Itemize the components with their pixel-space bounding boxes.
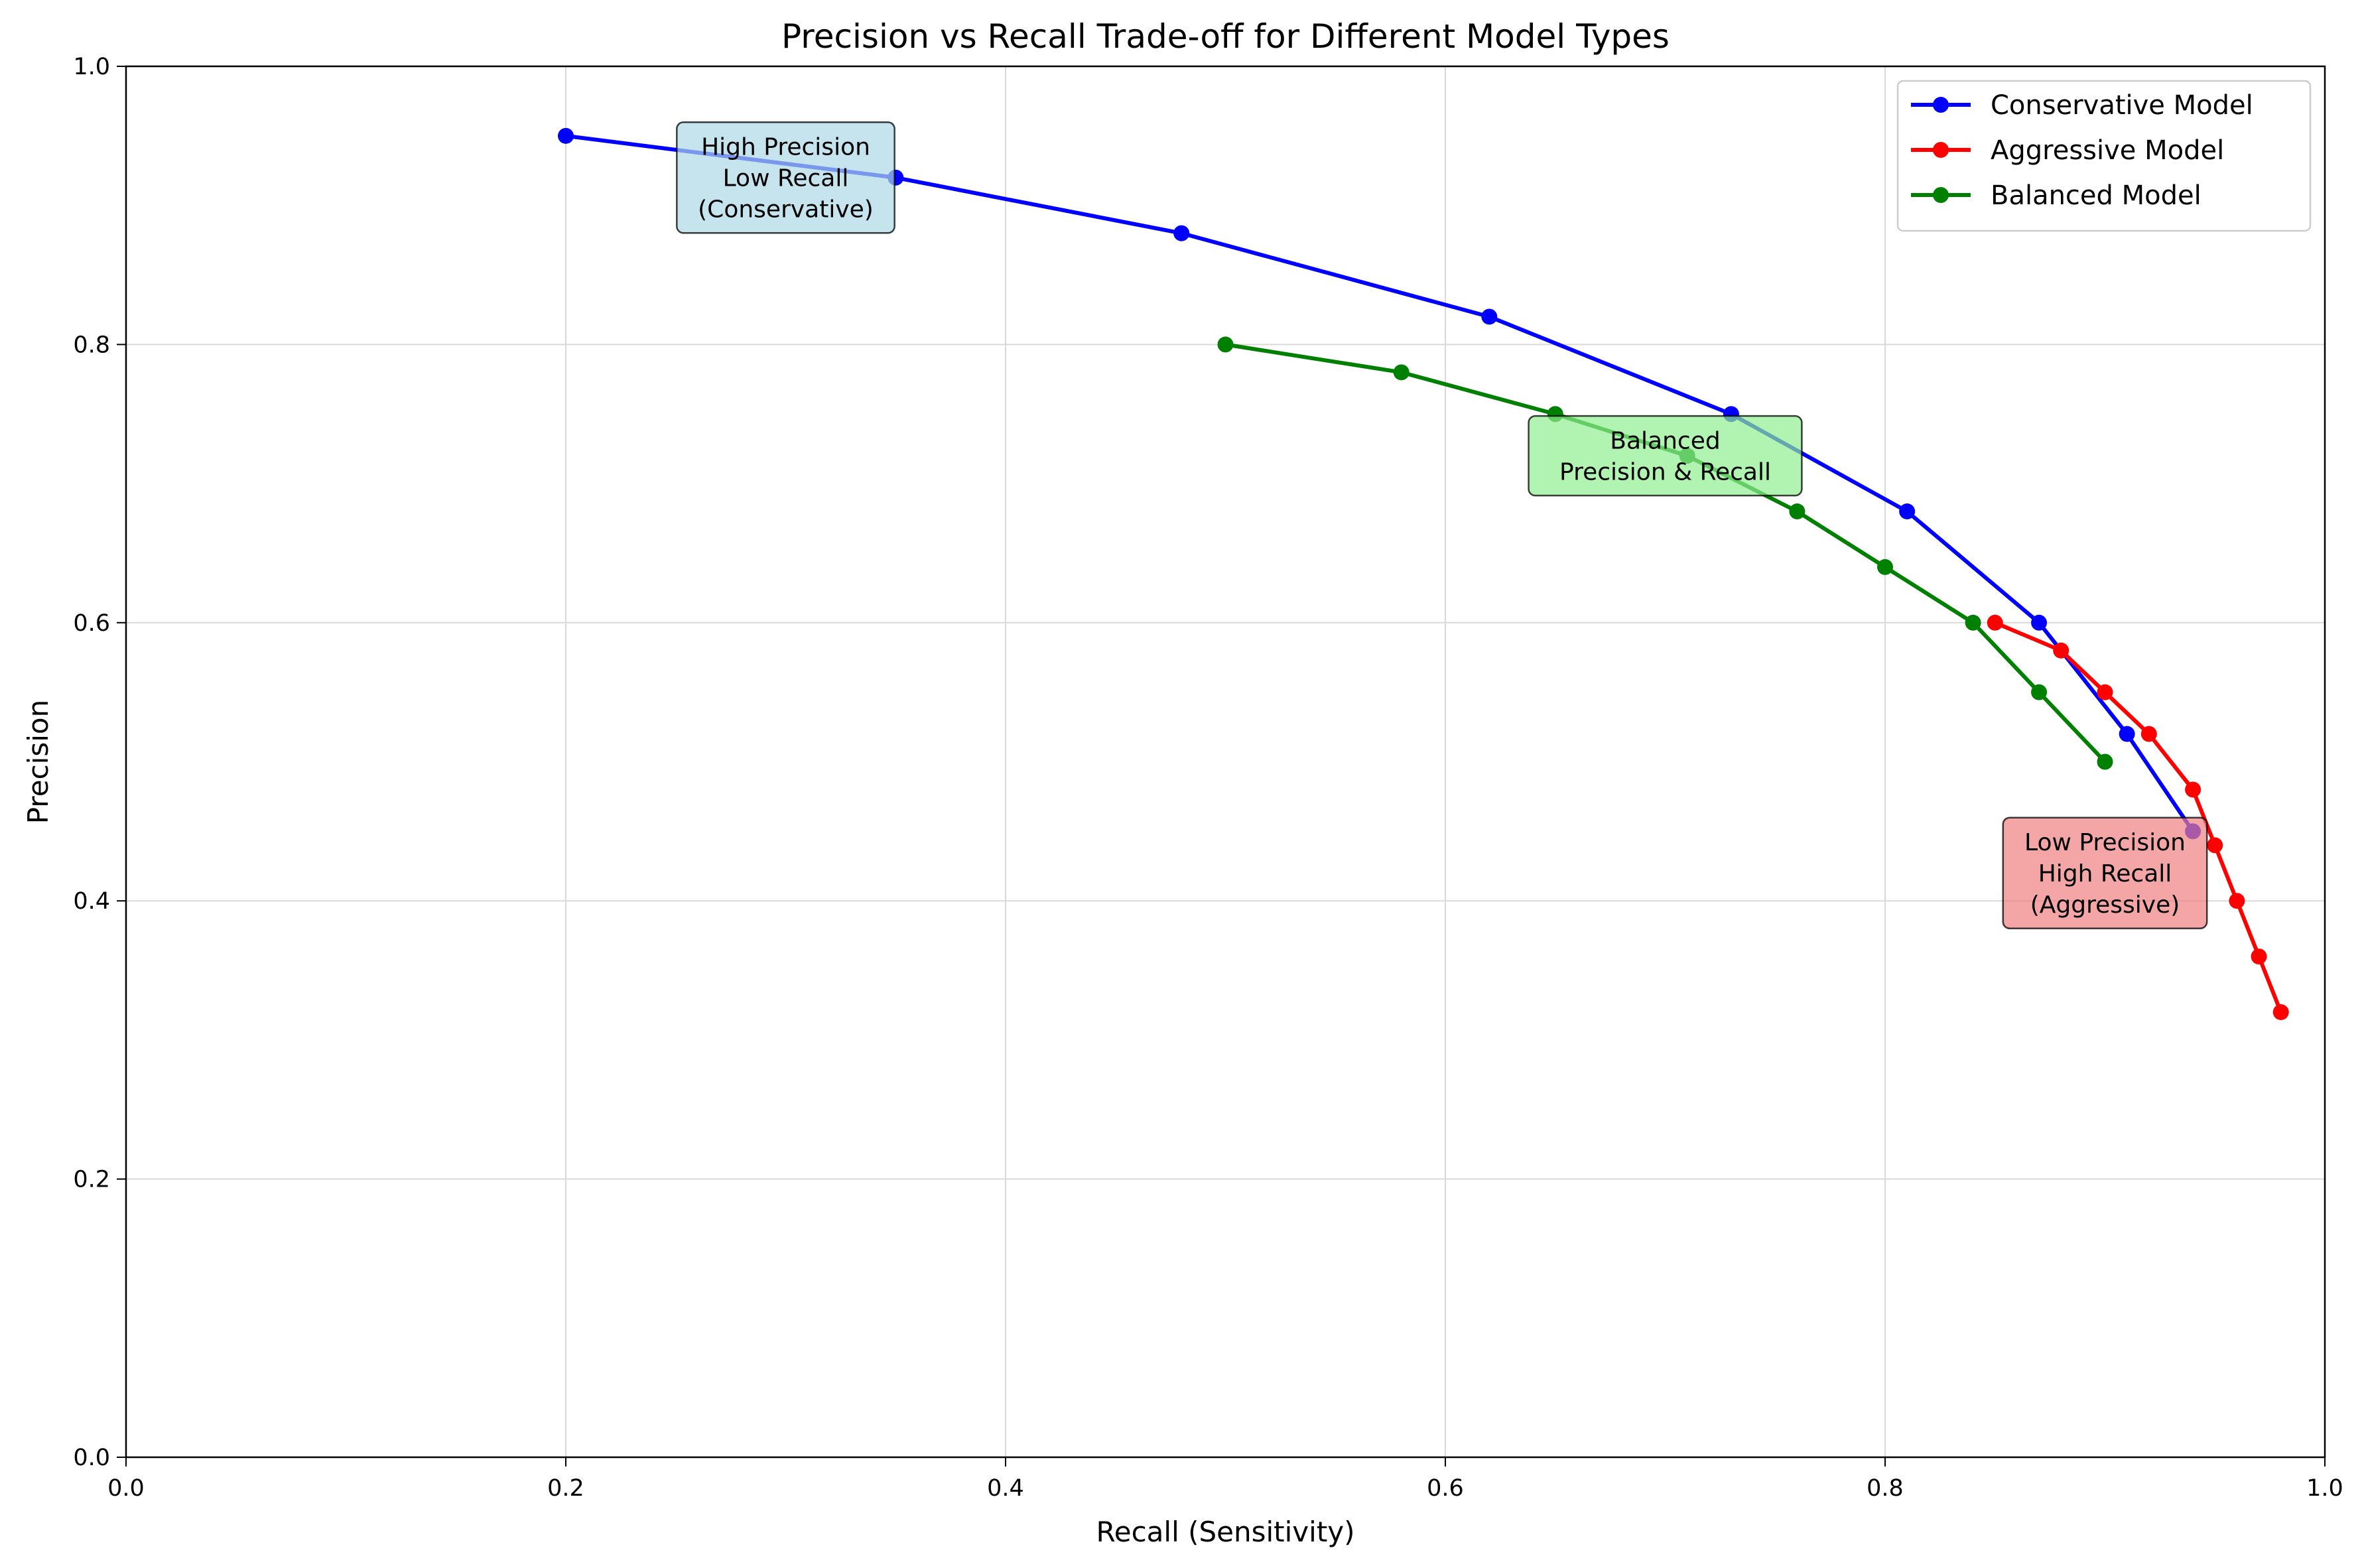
data-point (2031, 684, 2048, 700)
y-tick-label: 1.0 (73, 54, 110, 80)
y-tick-label: 0.8 (73, 332, 110, 358)
x-tick-label: 0.4 (987, 1475, 1024, 1502)
legend-marker (1933, 142, 1949, 158)
data-point (2031, 614, 2048, 631)
data-point (558, 127, 574, 144)
data-point (2097, 684, 2113, 700)
data-point (1877, 558, 1893, 575)
data-point (2053, 642, 2069, 659)
annotation-background (676, 121, 895, 234)
x-tick-label: 0.8 (1867, 1475, 1904, 1502)
x-tick-label: 0.0 (107, 1475, 145, 1502)
data-point (2185, 781, 2201, 798)
data-point (2207, 837, 2223, 854)
x-axis-label: Recall (Sensitivity) (1096, 1516, 1354, 1548)
annotation-text: (Aggressive) (2030, 891, 2180, 919)
y-axis-label: Precision (22, 700, 54, 824)
legend-label: Balanced Model (1991, 180, 2201, 211)
legend-entry: Aggressive Model (1911, 135, 2224, 166)
annotation-layer: High Precision Low Recall (Conservative) Ba… (676, 121, 2208, 930)
axis-ticks: 0.0 0.2 0.4 0.6 0.8 1.0 0.0 0.2 0.4 0.6 0.8 1.0 (73, 54, 2343, 1502)
data-point (1789, 503, 1806, 520)
legend-entry: Balanced Model (1911, 180, 2201, 211)
y-tick-label: 0.0 (73, 1445, 110, 1471)
y-tick-label: 0.4 (73, 888, 110, 915)
annotation-box: Balanced Precision & Recall (1528, 415, 1803, 497)
legend-entry: Conservative Model (1911, 90, 2253, 121)
plot-area-frame (125, 65, 2326, 1459)
data-point (2251, 948, 2267, 965)
annotation-box: High Precision Low Recall (Conservative) (676, 121, 895, 234)
legend-marker (1933, 97, 1949, 113)
legend-marker (1933, 187, 1949, 203)
series-balanced-model (1217, 336, 2113, 770)
legend-label: Conservative Model (1991, 90, 2253, 121)
series-aggressive-model (1987, 614, 2289, 1020)
data-point (1965, 614, 1981, 631)
annotation-text: Low Recall (723, 165, 849, 192)
y-tick-label: 0.6 (73, 610, 110, 637)
annotation-text: Precision & Recall (1559, 459, 1771, 486)
data-point (1393, 364, 1410, 381)
annotation-box: Low Precision High Recall (Aggressive) (2002, 817, 2208, 930)
legend-label: Aggressive Model (1991, 135, 2224, 166)
legend-frame (1896, 80, 2312, 232)
data-point (2140, 726, 2157, 742)
annotation-text: Low Precision (2024, 829, 2186, 856)
annotation-text: Balanced (1610, 428, 1720, 455)
data-point (2272, 1004, 2289, 1020)
chart-title: Precision vs Recall Trade-off for Differ… (781, 17, 1670, 56)
data-point (1987, 614, 2003, 631)
data-point (1173, 225, 1190, 241)
annotation-background (1528, 415, 1803, 497)
legend: Conservative Model Aggressive Model Balanc… (1896, 80, 2312, 232)
annotation-text: (Conservative) (698, 196, 874, 224)
data-point (1481, 308, 1498, 325)
annotation-background (2002, 817, 2208, 930)
data-point (1217, 336, 1234, 353)
annotation-text: High Precision (701, 134, 870, 161)
x-tick-label: 0.2 (547, 1475, 584, 1502)
data-point (2119, 726, 2135, 742)
y-tick-label: 0.2 (73, 1167, 110, 1193)
data-point (2229, 893, 2245, 909)
data-point (2097, 753, 2113, 770)
data-point (1899, 503, 1916, 520)
annotation-text: High Recall (2038, 860, 2172, 887)
x-tick-label: 0.6 (1427, 1475, 1464, 1502)
series-layer (558, 127, 2289, 1020)
x-tick-label: 1.0 (2306, 1475, 2343, 1502)
